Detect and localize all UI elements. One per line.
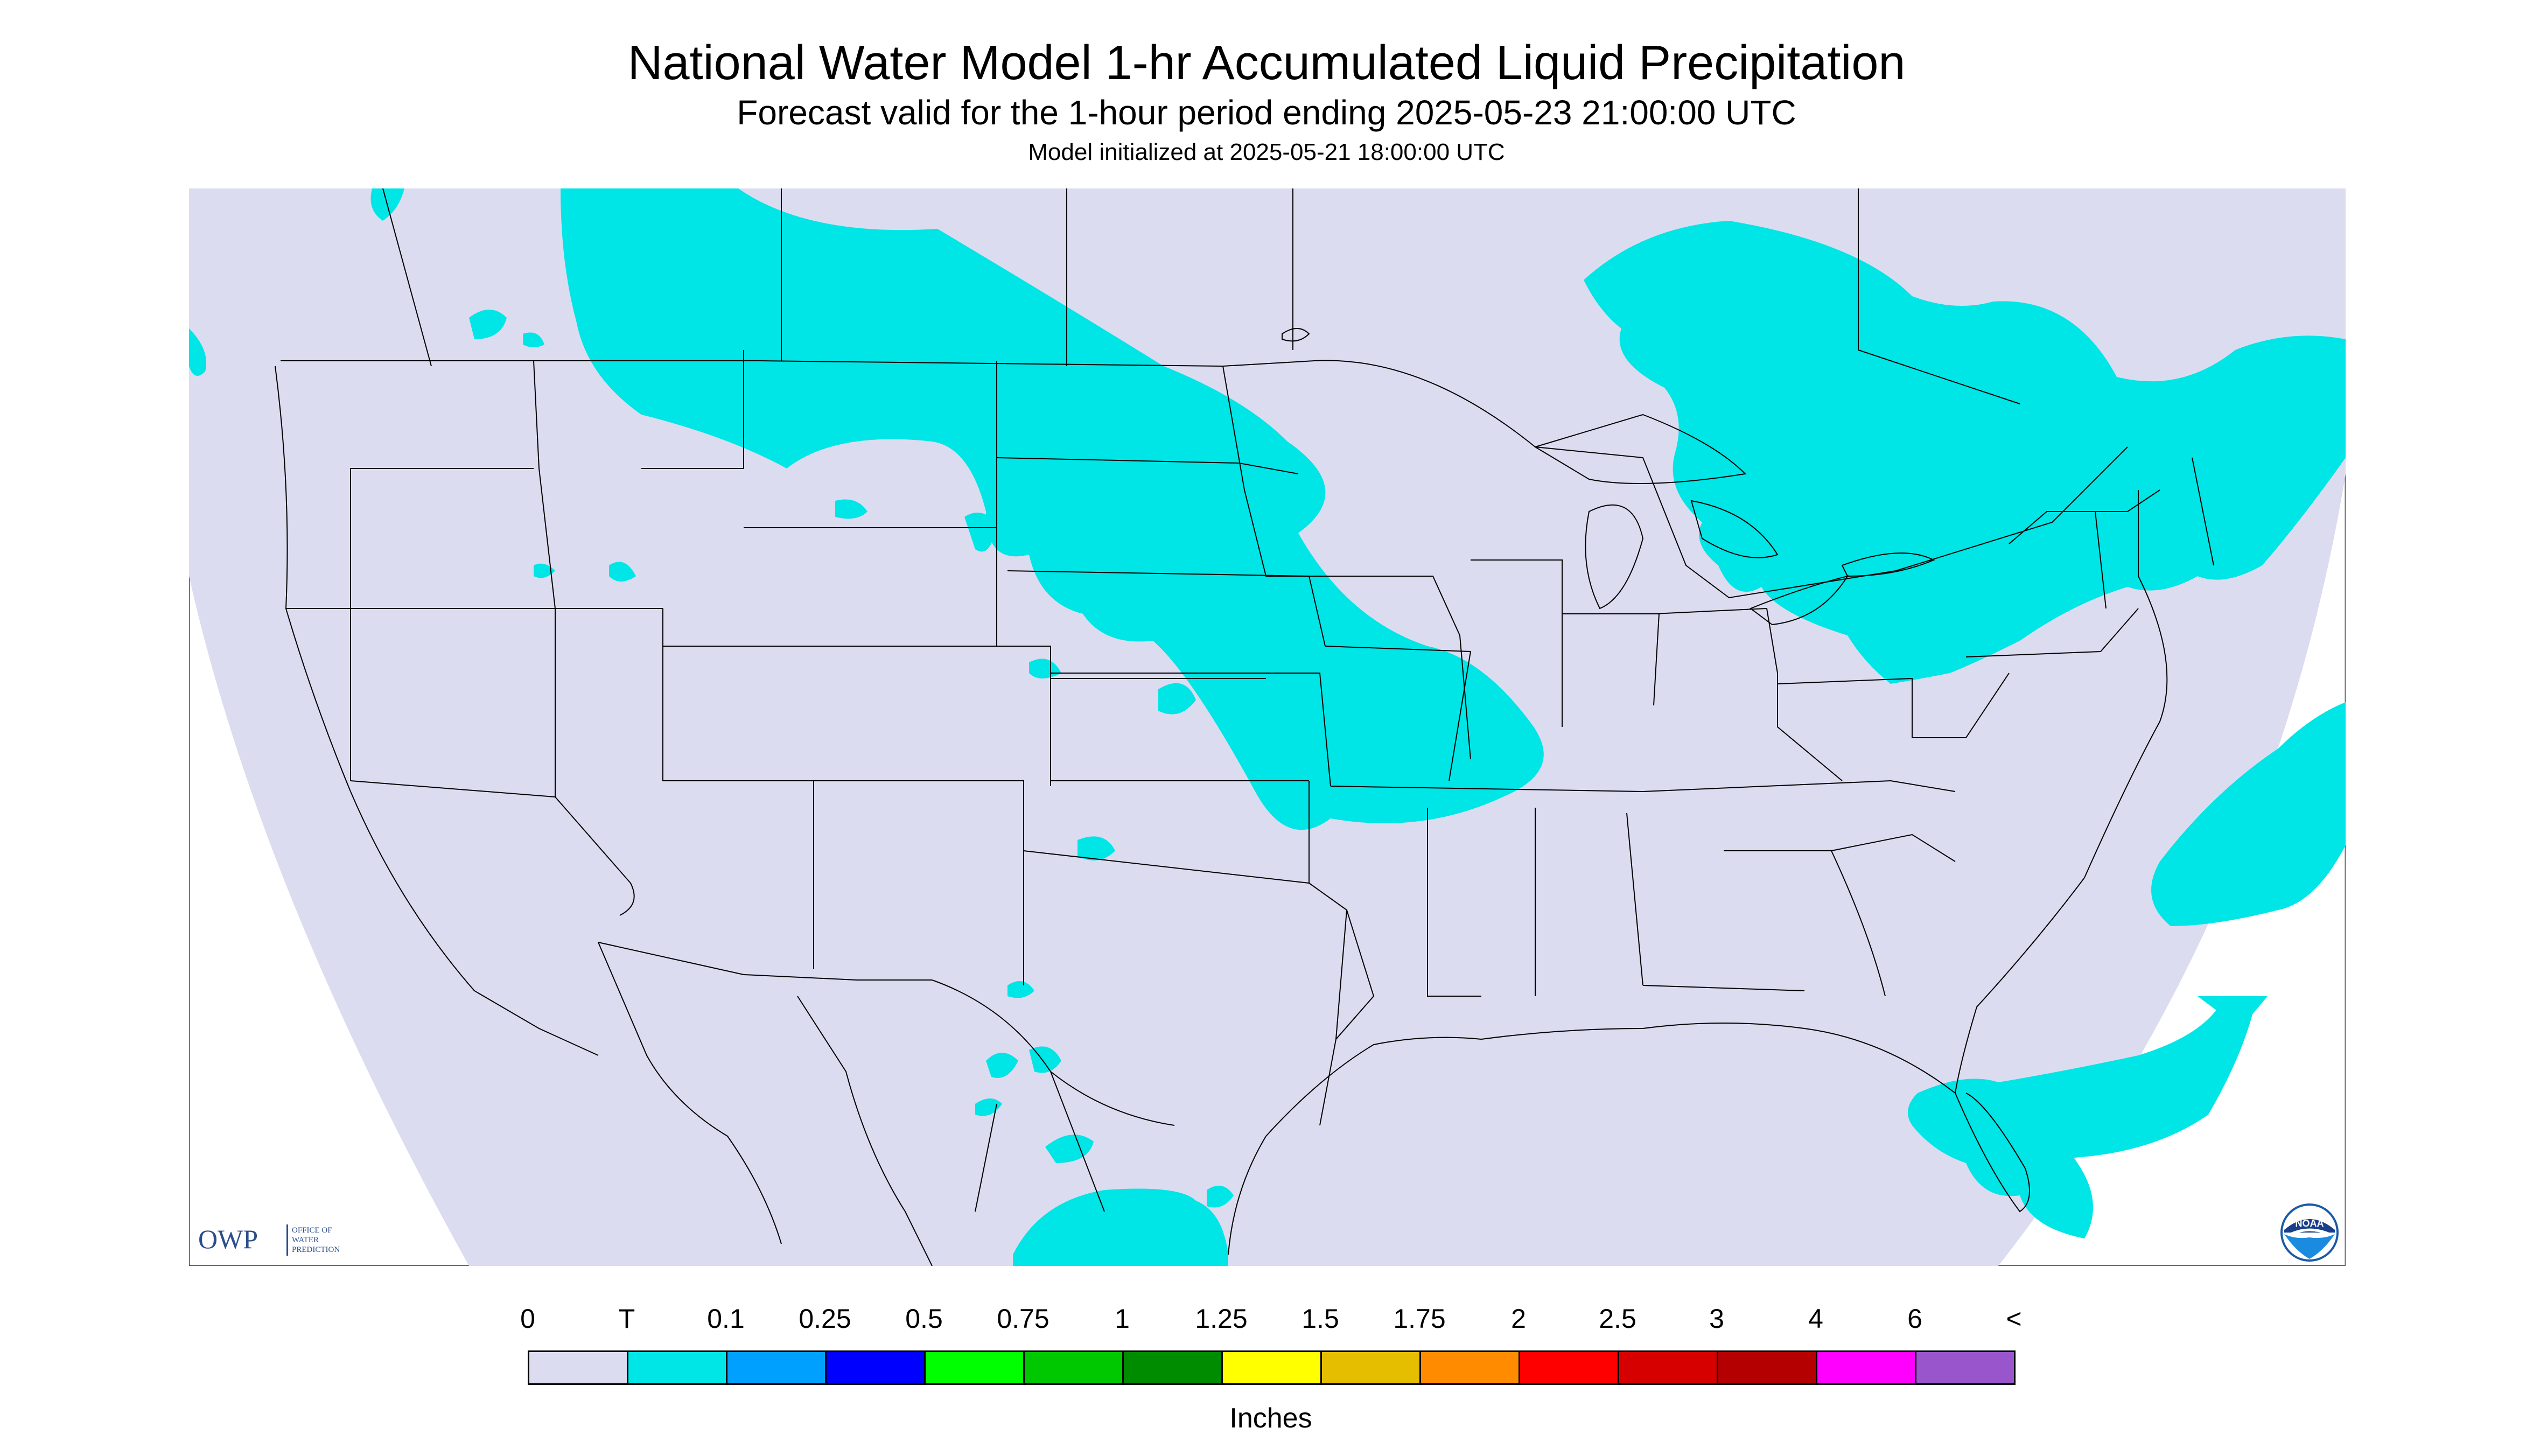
map-subtitle: Forecast valid for the 1-hour period end… [737,93,1796,132]
legend-tick-label: 2 [1511,1304,1526,1334]
legend-tick-label: 0.75 [997,1304,1049,1334]
legend-swatch [1419,1350,1520,1385]
legend-swatch [627,1350,727,1385]
legend-swatch [825,1350,926,1385]
legend-tick-label: 1 [1115,1304,1130,1334]
legend-tick-label: 1.75 [1393,1304,1446,1334]
precip-areas [189,188,2346,1266]
noaa-label: NOAA [2296,1218,2324,1229]
legend-tick-label: 2.5 [1599,1304,1636,1334]
legend-tick-label: 3 [1709,1304,1724,1334]
legend-swatch [1717,1350,1817,1385]
legend-swatch [726,1350,827,1385]
owp-divider [286,1224,288,1256]
legend-tick-label: 1.25 [1195,1304,1248,1334]
legend-tick-label: 0.5 [905,1304,943,1334]
legend-swatch [1221,1350,1322,1385]
owp-mark: OWP [198,1224,258,1254]
legend-tick-label: 0.1 [707,1304,745,1334]
color-legend: 0 T 0.1 0.25 0.5 0.75 1 1.25 1.5 1.75 2 2.5 3 4 6 < Inc… [520,1303,2022,1443]
legend-swatch [924,1350,1025,1385]
legend-tick-label: 4 [1808,1304,1823,1334]
legend-swatch [1320,1350,1421,1385]
state-boundaries [275,188,2214,1266]
legend-tick-label: T [618,1304,635,1334]
legend-swatch [1816,1350,1916,1385]
owp-logo: OWP OFFICE OF WATER PREDICTION [198,1221,370,1259]
legend-swatch [528,1350,628,1385]
owp-text: OFFICE OF WATER PREDICTION [292,1226,340,1254]
map-title: National Water Model 1-hr Accumulated Li… [627,36,1906,90]
legend-swatch [1122,1350,1223,1385]
precipitation-map [189,188,2346,1266]
noaa-logo: NOAA [2280,1203,2339,1262]
legend-swatch [1915,1350,2016,1385]
precip-patch-colorado [835,499,867,519]
legend-tick-label: 0.25 [799,1304,851,1334]
legend-swatch [1618,1350,1718,1385]
model-init-text: Model initialized at 2025-05-21 18:00:00… [1028,139,1505,165]
legend-tick-label: 0 [520,1304,535,1334]
legend-tick-label: 6 [1907,1304,1922,1334]
legend-swatch [1023,1350,1124,1385]
legend-tick-label: < [2006,1304,2022,1334]
legend-swatch [1519,1350,1619,1385]
legend-tick-label: 1.5 [1302,1304,1339,1334]
legend-units-label: Inches [1229,1403,1312,1434]
